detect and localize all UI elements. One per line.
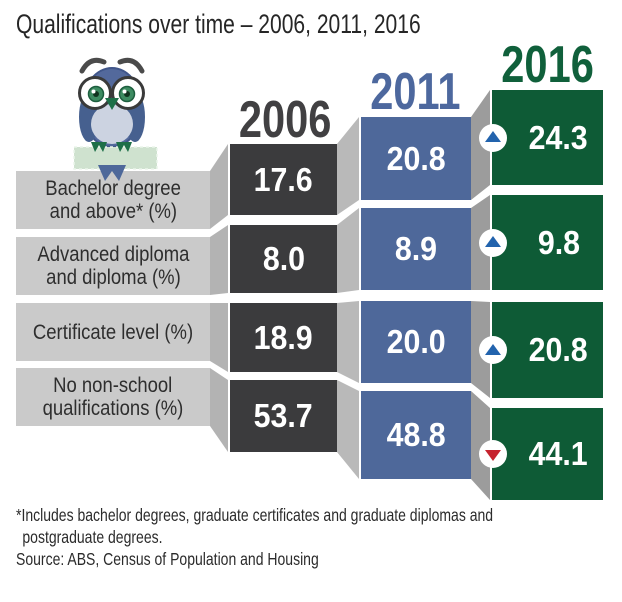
value-2016: 20.8 <box>528 331 589 368</box>
column-header-2011: 2011 <box>370 63 461 121</box>
owl-iris-left <box>87 85 105 103</box>
column-header-2006: 2006 <box>238 91 332 149</box>
facet-2006-2011-row-1 <box>337 117 359 215</box>
value-2006: 8.0 <box>262 240 305 277</box>
owl-eye-glint-left <box>91 89 96 94</box>
value-2011: 8.9 <box>394 230 438 267</box>
value-block-2011-row-1: 20.8 <box>359 117 471 200</box>
owl-pupil-left <box>93 91 99 97</box>
owl-perch-board <box>73 146 158 170</box>
row-label-line: and diploma (%) <box>45 266 181 289</box>
row-label-line: No non-school <box>53 374 173 397</box>
value-block-2016-row-4: 44.1 <box>479 408 603 500</box>
owl-foot-left <box>91 142 107 152</box>
value-2016: 24.3 <box>528 118 589 156</box>
owl-eye-glint-right <box>122 89 127 94</box>
owl-eye-right <box>111 76 145 110</box>
value-block-2011-row-2: 8.9 <box>359 208 471 290</box>
footnote-block: *Includes bachelor degrees, graduate cer… <box>16 504 612 570</box>
value-2016: 44.1 <box>528 435 589 472</box>
facet-2006-2011-row-4 <box>337 380 359 479</box>
owl-wing-right <box>125 92 145 142</box>
facet-label-2006-row-4 <box>210 368 228 452</box>
value-block-2016-row-2: 9.8 <box>479 195 603 290</box>
facet-label-2006-row-2 <box>210 225 228 295</box>
trend-badge <box>479 123 507 152</box>
value-2006: 18.9 <box>253 318 314 356</box>
value-block-2006-row-1: 17.6 <box>228 144 337 215</box>
owl-body <box>81 67 143 148</box>
value-block-2006-row-4: 53.7 <box>228 380 337 452</box>
owl-ear-tuft-right <box>117 57 145 74</box>
facet-2006-2011-row-3 <box>337 301 359 383</box>
facet-label-2006-row-1 <box>210 144 228 229</box>
owl-foot-right <box>116 142 132 152</box>
page-title: Qualifications over time – 2006, 2011, 2… <box>16 9 421 39</box>
owl-ear-tuft-left <box>79 57 107 74</box>
facet-label-2006-row-3 <box>210 303 228 372</box>
row-label-bachelor-degree: Bachelor degree and above* (%) <box>16 171 210 229</box>
row-label-line: and above* (%) <box>49 200 177 223</box>
owl-belly <box>91 104 133 144</box>
owl-eye-left <box>78 76 112 110</box>
row-label-line: Certificate level (%) <box>32 320 194 344</box>
value-block-2011-row-4: 48.8 <box>359 391 471 479</box>
value-2011: 20.0 <box>386 323 446 360</box>
triangle-down-icon <box>485 449 501 461</box>
row-label-certificate-level: Certificate level (%) <box>16 303 210 361</box>
footnote-line-1: *Includes bachelor degrees, graduate cer… <box>16 505 494 525</box>
value-block-2006-row-2: 8.0 <box>228 225 337 293</box>
value-block-2006-row-3: 18.9 <box>228 303 337 372</box>
value-block-2016-row-1: 24.3 <box>479 90 603 185</box>
triangle-up-icon <box>485 236 501 247</box>
trend-badge <box>479 336 507 364</box>
value-2011: 48.8 <box>386 416 446 453</box>
value-2006: 53.7 <box>253 397 314 434</box>
owl-beak <box>105 98 119 110</box>
trend-badge <box>479 440 507 468</box>
triangle-up-icon <box>485 131 501 142</box>
value-2011: 20.8 <box>386 139 446 177</box>
value-2006: 17.6 <box>253 160 314 198</box>
row-label-line: qualifications (%) <box>42 397 184 420</box>
row-label-advanced-diploma: Advanced diploma and diploma (%) <box>16 237 210 295</box>
row-label-line: Advanced diploma <box>36 243 190 266</box>
owl-pupil-right <box>124 91 130 97</box>
row-label-line: Bachelor degree <box>45 177 181 200</box>
value-2016: 9.8 <box>537 223 580 261</box>
value-block-2011-row-3: 20.0 <box>359 301 471 383</box>
owl-iris-right <box>118 85 136 103</box>
footnote-line-2: postgraduate degrees. <box>22 527 163 547</box>
owl-wing-left <box>79 92 99 142</box>
owl-mascot <box>73 57 158 181</box>
trend-badge <box>479 228 507 257</box>
row-label-no-non-school: No non-school qualifications (%) <box>16 368 210 426</box>
source-line: Source: ABS, Census of Population and Ho… <box>16 549 319 569</box>
triangle-up-icon <box>485 343 501 355</box>
column-header-2016: 2016 <box>501 36 594 94</box>
value-block-2016-row-3: 20.8 <box>479 302 603 398</box>
facet-2006-2011-row-2 <box>337 208 359 293</box>
